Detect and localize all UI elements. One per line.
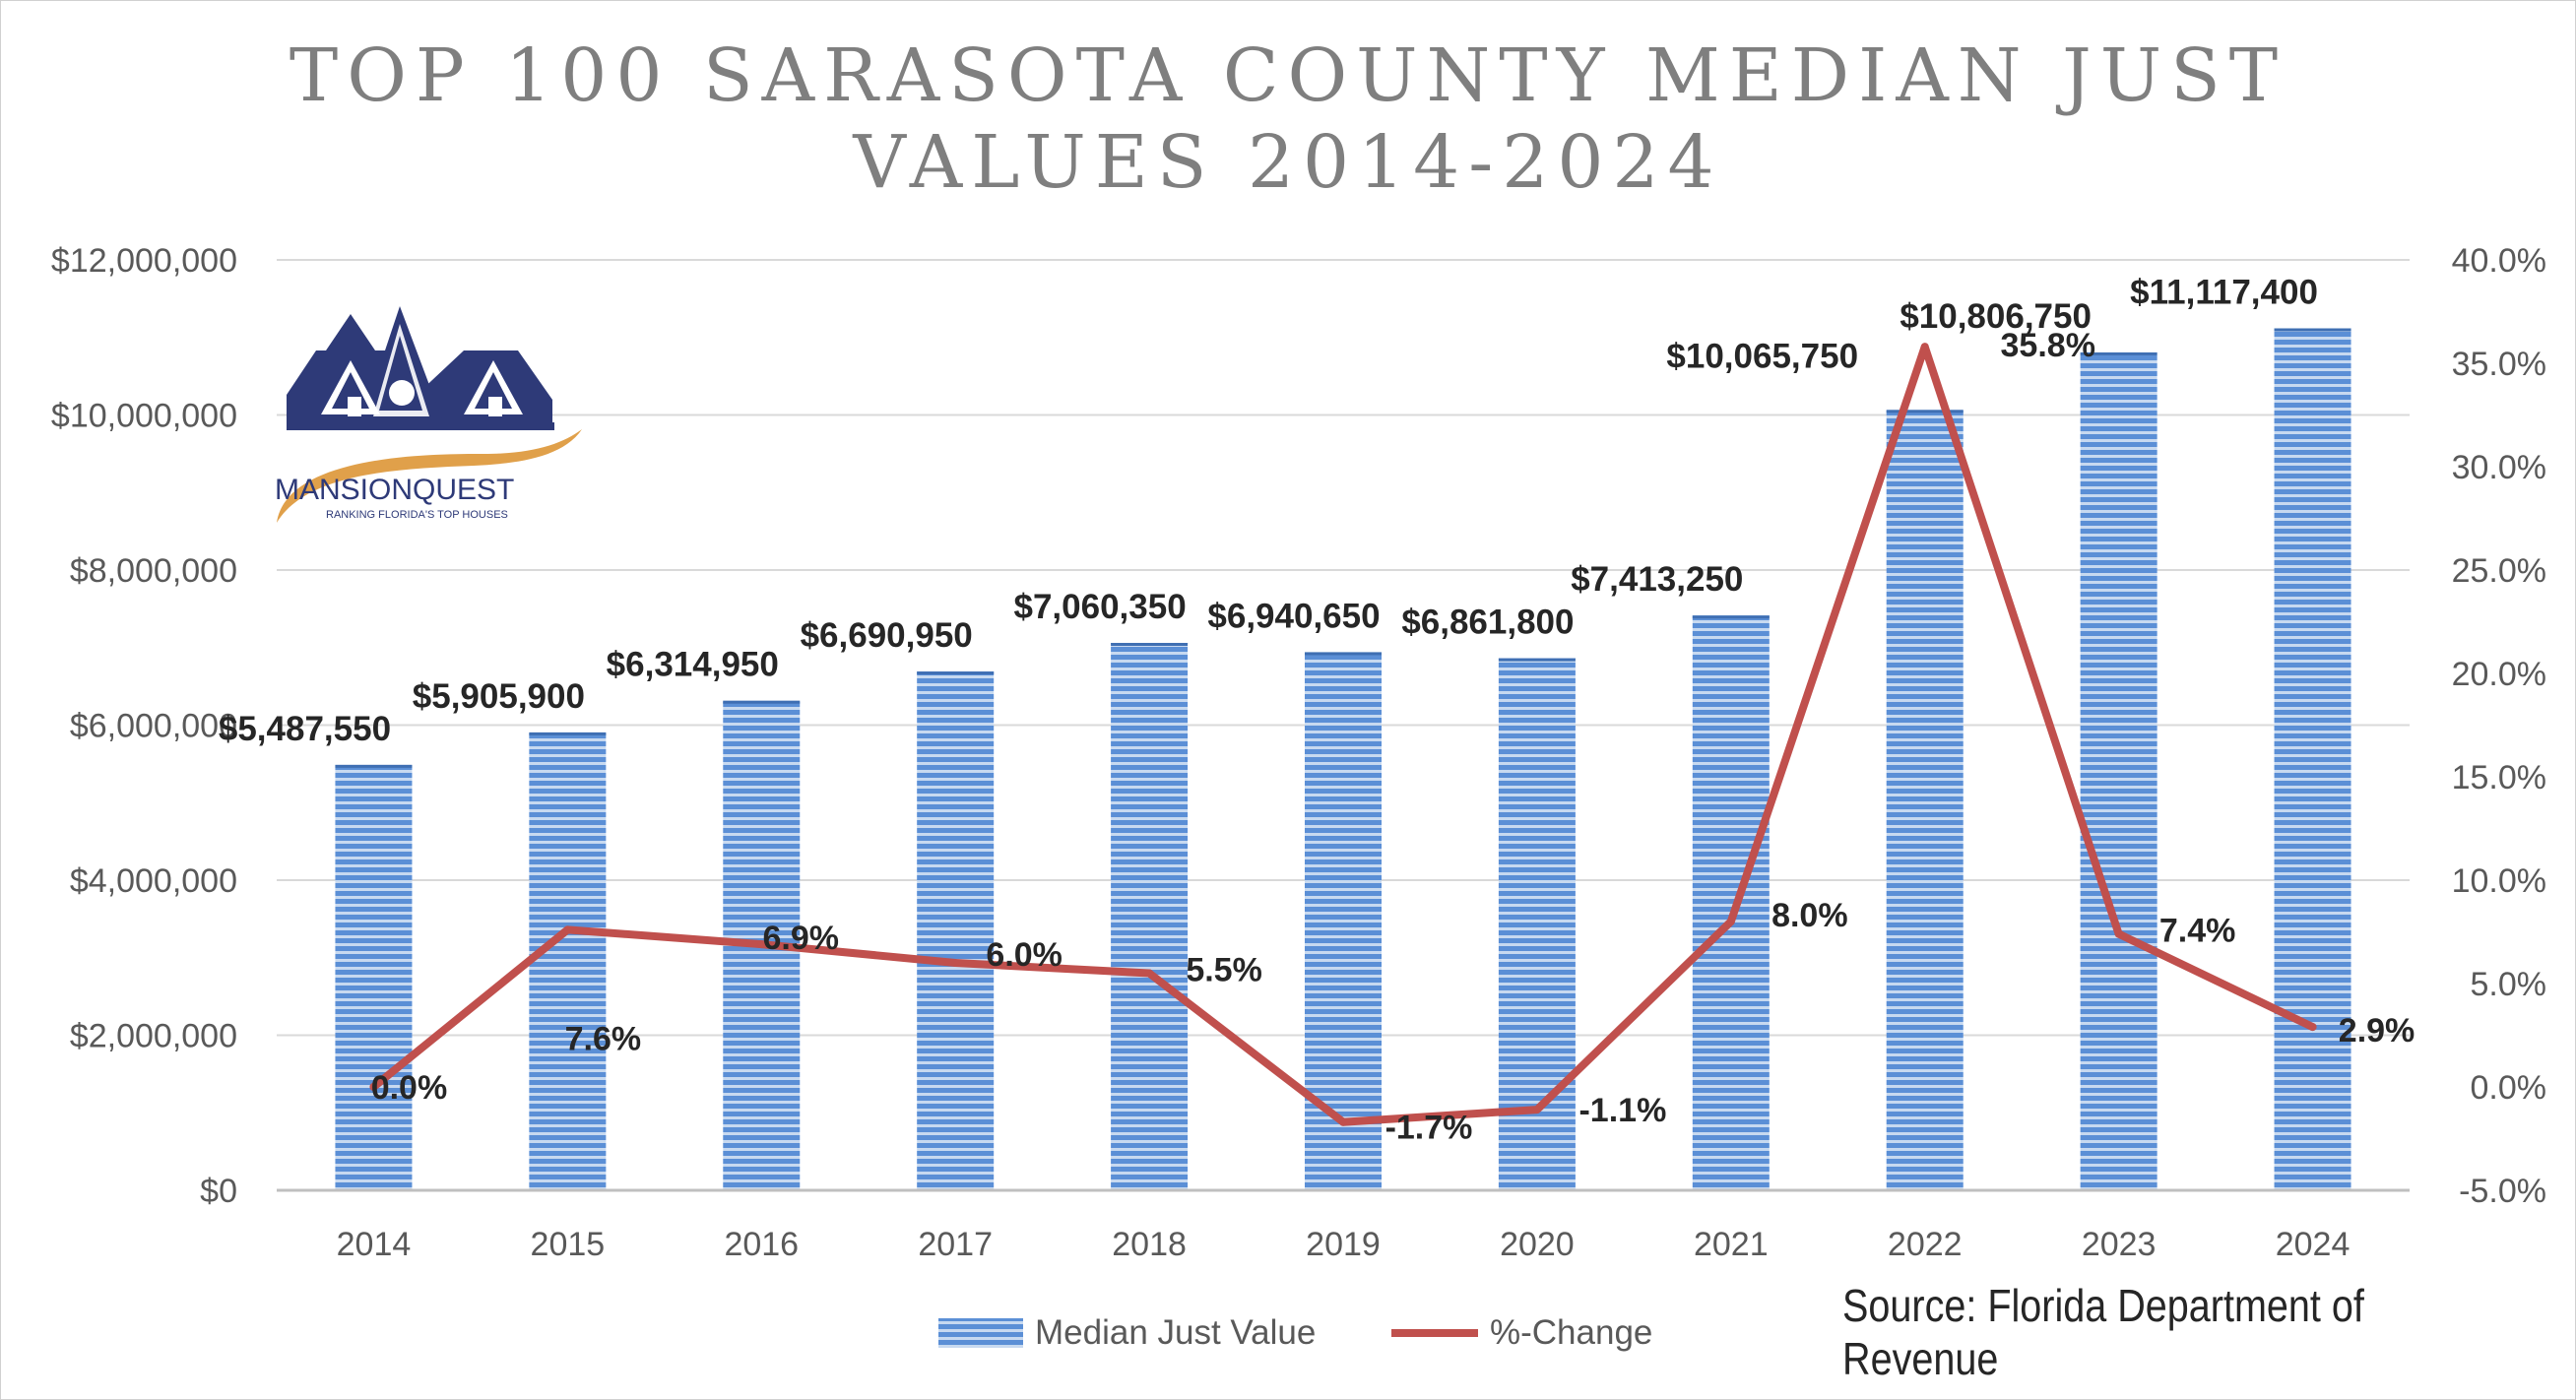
bar	[1305, 652, 1382, 1190]
bar-value-label: $6,940,650	[1207, 597, 1380, 635]
y-right-tick-label: 10.0%	[2452, 862, 2546, 900]
bar-value-label: $7,413,250	[1571, 560, 1743, 599]
bar-value-label: $10,065,750	[1666, 337, 1858, 375]
bar	[335, 764, 413, 1190]
x-tick-label: 2023	[2082, 1226, 2157, 1263]
bar-top-edge	[2274, 328, 2351, 332]
line-value-label: 6.0%	[986, 936, 1063, 974]
bar-top-edge	[917, 671, 995, 675]
x-tick-label: 2022	[1888, 1226, 1963, 1263]
bar-value-label: $5,487,550	[219, 710, 391, 748]
bar-top-edge	[529, 732, 607, 735]
bar-top-edge	[1111, 642, 1189, 646]
x-tick-label: 2024	[2276, 1226, 2351, 1263]
line-point	[563, 925, 572, 934]
line-value-label: 6.9%	[763, 920, 840, 957]
house-roofs-icon	[287, 306, 554, 430]
line-value-label: -1.7%	[1385, 1110, 1473, 1147]
y-right-tick-label: 25.0%	[2452, 552, 2546, 590]
x-tick-label: 2020	[1500, 1226, 1575, 1263]
logo-swoosh	[277, 429, 582, 523]
line-point	[1726, 918, 1735, 925]
bar	[2274, 328, 2351, 1190]
y-right-tick-label: -5.0%	[2459, 1173, 2546, 1210]
bar	[1886, 410, 1964, 1191]
x-tick-label: 2016	[724, 1226, 799, 1263]
line-value-label: 7.6%	[565, 1020, 642, 1057]
x-tick-label: 2018	[1112, 1226, 1187, 1263]
line-value-label: 0.0%	[371, 1069, 448, 1107]
bar-top-edge	[335, 764, 413, 768]
y-right-tick-label: 30.0%	[2452, 449, 2546, 486]
line-value-label: 2.9%	[2339, 1012, 2415, 1050]
mansionquest-logo: MANSIONQUEST RANKING FLORIDA'S TOP HOUSE…	[275, 306, 582, 523]
y-right-tick-label: 35.0%	[2452, 346, 2546, 383]
bar-top-edge	[1498, 658, 1576, 662]
chart-title-line-1: TOP 100 SARASOTA COUNTY MEDIAN JUST	[289, 33, 2287, 118]
x-tick-label: 2014	[337, 1226, 412, 1263]
line-value-label: 7.4%	[2159, 913, 2236, 950]
legend-label-line: %-Change	[1490, 1313, 1652, 1352]
bar-value-label: $6,314,950	[607, 646, 779, 684]
line-point	[757, 940, 766, 949]
x-tick-label: 2021	[1694, 1226, 1769, 1263]
line-point	[1145, 969, 1154, 978]
bar	[1498, 658, 1576, 1190]
line-point	[1920, 343, 1929, 351]
line-point	[2308, 1023, 2317, 1032]
line-point	[951, 959, 960, 967]
bar-top-edge	[1692, 615, 1770, 619]
bar-top-edge	[1305, 652, 1382, 656]
legend-swatch-bars	[938, 1318, 1023, 1348]
bar-value-label: $11,117,400	[2130, 274, 2318, 312]
legend-label-bars: Median Just Value	[1035, 1313, 1316, 1352]
x-tick-label: 2019	[1306, 1226, 1381, 1263]
y-right-tick-label: 0.0%	[2471, 1069, 2547, 1107]
line-value-label: 35.8%	[2001, 327, 2095, 364]
bar-value-label: $10,806,750	[1900, 297, 2092, 336]
y-right-tick-label: 15.0%	[2452, 759, 2546, 796]
bar	[1692, 615, 1770, 1190]
bar-value-label: $6,690,950	[801, 616, 973, 655]
line-value-label: 8.0%	[1771, 897, 1848, 934]
logo-text: MANSIONQUEST	[275, 474, 514, 506]
y-left-tick-label: $0	[200, 1173, 237, 1210]
bar-top-edge	[723, 700, 801, 704]
logo-tagline: RANKING FLORIDA'S TOP HOUSES	[326, 509, 508, 521]
line-point	[1339, 1117, 1347, 1126]
x-tick-label: 2017	[918, 1226, 993, 1263]
bar-value-label: $5,905,900	[413, 677, 585, 716]
bar-value-label: $6,861,800	[1401, 604, 1574, 642]
line-value-label: 5.5%	[1186, 952, 1262, 989]
y-right-tick-label: 5.0%	[2471, 966, 2547, 1003]
y-right-tick-label: 40.0%	[2452, 242, 2546, 280]
line-point	[1532, 1106, 1541, 1114]
chart-title-line-2: VALUES 2014-2024	[853, 120, 1723, 205]
y-left-tick-label: $10,000,000	[51, 398, 237, 435]
bar-top-edge	[1886, 410, 1964, 414]
y-left-tick-label: $4,000,000	[70, 862, 237, 900]
y-left-tick-label: $2,000,000	[70, 1018, 237, 1055]
bar	[1111, 642, 1189, 1190]
y-right-tick-label: 20.0%	[2452, 656, 2546, 693]
bar	[529, 732, 607, 1190]
y-left-tick-label: $8,000,000	[70, 552, 237, 590]
y-left-tick-label: $6,000,000	[70, 708, 237, 745]
x-tick-label: 2015	[531, 1226, 606, 1263]
line-point	[2114, 929, 2123, 938]
y-left-tick-label: $12,000,000	[51, 242, 237, 280]
bar-top-edge	[2080, 351, 2157, 355]
line-value-label: -1.1%	[1578, 1092, 1666, 1129]
bar	[917, 671, 995, 1190]
bar-value-label: $7,060,350	[1014, 588, 1187, 626]
line-point	[369, 1083, 378, 1091]
source-note: Source: Florida Department of Revenue	[1842, 1280, 2364, 1384]
bar	[2080, 351, 2157, 1190]
